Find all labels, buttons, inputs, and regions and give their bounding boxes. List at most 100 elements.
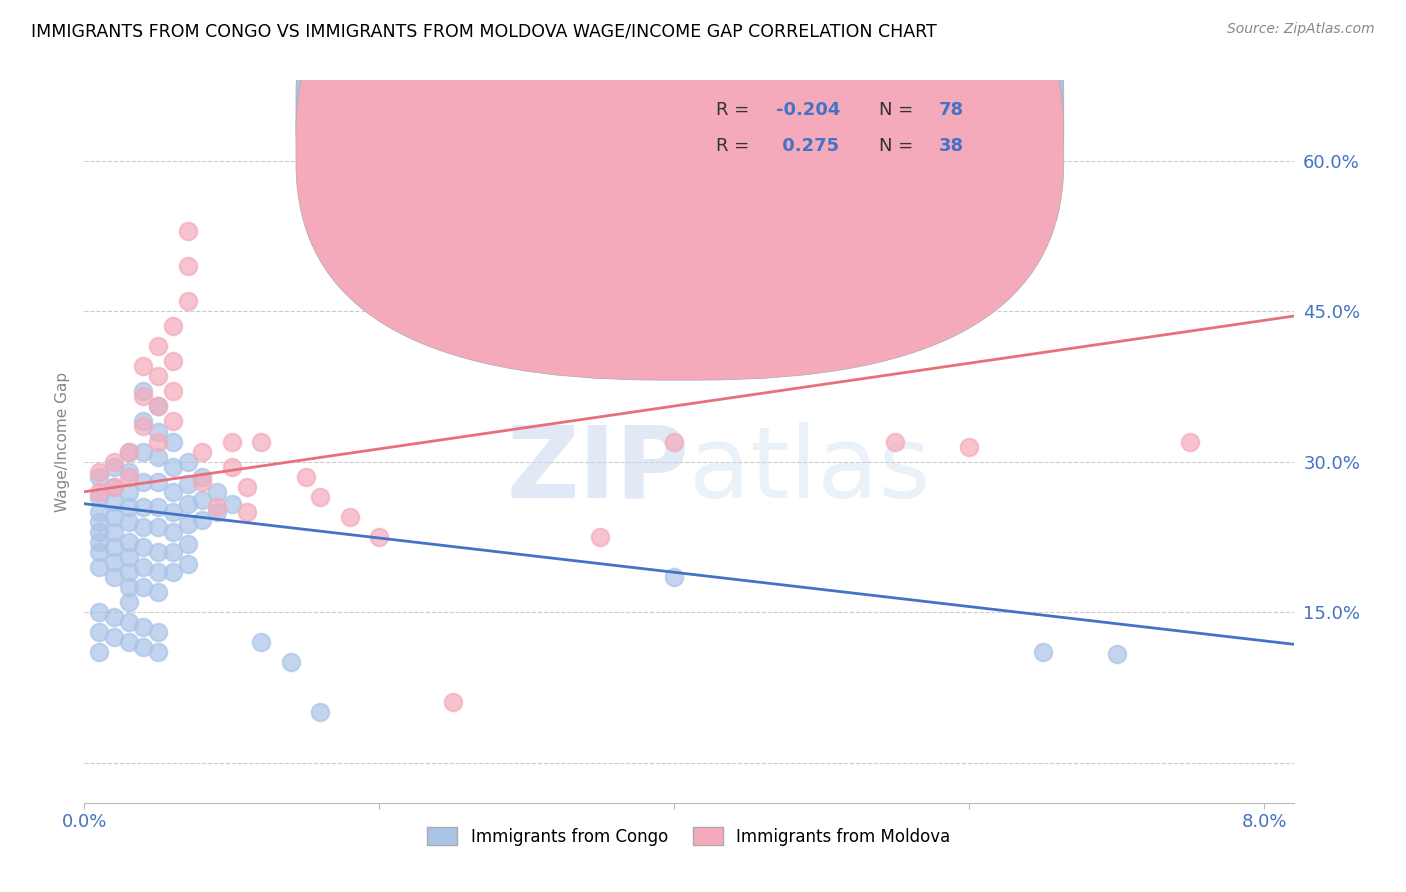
Point [117,565,139,579]
Point [280,655,302,669]
Point [103,610,125,624]
Point [162,484,184,499]
Point [884,434,907,449]
Point [162,505,184,519]
Point [589,530,612,544]
Point [87,524,110,539]
Point [87,505,110,519]
Point [132,414,155,429]
Point [309,706,332,720]
Point [103,494,125,508]
Point [117,500,139,514]
Point [132,620,155,634]
Point [162,565,184,579]
Text: Source: ZipAtlas.com: Source: ZipAtlas.com [1227,22,1375,37]
Point [87,605,110,619]
Point [176,537,198,551]
Point [87,535,110,549]
Point [162,414,184,429]
Point [146,625,169,640]
Point [132,384,155,399]
Point [87,515,110,529]
Point [191,492,214,507]
Point [132,560,155,574]
Y-axis label: Wage/Income Gap: Wage/Income Gap [55,371,70,512]
Point [117,615,139,630]
Point [176,224,198,238]
Point [162,384,184,399]
Point [191,475,214,489]
Point [221,497,243,511]
Point [235,480,257,494]
Point [103,570,125,584]
Point [162,524,184,539]
Point [117,484,139,499]
Point [146,565,169,579]
Point [176,516,198,531]
Point [103,480,125,494]
Point [87,484,110,499]
Point [146,369,169,384]
Point [146,434,169,449]
Point [146,645,169,659]
Point [117,515,139,529]
Point [162,354,184,368]
Point [176,497,198,511]
Point [87,560,110,574]
Point [235,505,257,519]
Text: 78: 78 [939,101,965,119]
Point [176,294,198,309]
Text: IMMIGRANTS FROM CONGO VS IMMIGRANTS FROM MOLDOVA WAGE/INCOME GAP CORRELATION CHA: IMMIGRANTS FROM CONGO VS IMMIGRANTS FROM… [31,22,936,40]
Point [1032,645,1054,659]
Point [146,425,169,439]
FancyBboxPatch shape [297,0,1064,380]
Point [103,540,125,554]
Point [117,535,139,549]
Point [132,500,155,514]
Point [146,400,169,414]
Point [132,444,155,458]
Point [664,570,686,584]
Point [132,475,155,489]
Point [103,509,125,524]
Point [132,419,155,434]
Point [162,545,184,559]
Point [191,469,214,483]
Point [132,540,155,554]
Point [176,476,198,491]
Point [87,645,110,659]
Point [146,520,169,534]
Point [176,557,198,571]
Point [294,469,316,483]
Point [339,509,361,524]
Point [250,635,273,649]
Point [205,484,228,499]
Point [117,469,139,483]
Point [146,400,169,414]
Point [221,459,243,474]
Point [368,530,391,544]
FancyBboxPatch shape [297,0,1064,344]
Point [205,500,228,514]
Point [103,555,125,569]
Point [132,520,155,534]
Point [146,450,169,464]
Point [191,444,214,458]
Point [117,595,139,609]
Point [1180,434,1202,449]
Point [162,459,184,474]
Text: 38: 38 [939,136,965,154]
Point [117,465,139,479]
Point [117,444,139,458]
Point [205,505,228,519]
Point [117,549,139,564]
Point [664,434,686,449]
Point [250,434,273,449]
Text: R =: R = [716,101,755,119]
Text: ZIP: ZIP [506,422,689,519]
Text: R =: R = [716,136,755,154]
Point [162,434,184,449]
Text: N =: N = [879,101,918,119]
Point [176,259,198,273]
Point [191,513,214,527]
